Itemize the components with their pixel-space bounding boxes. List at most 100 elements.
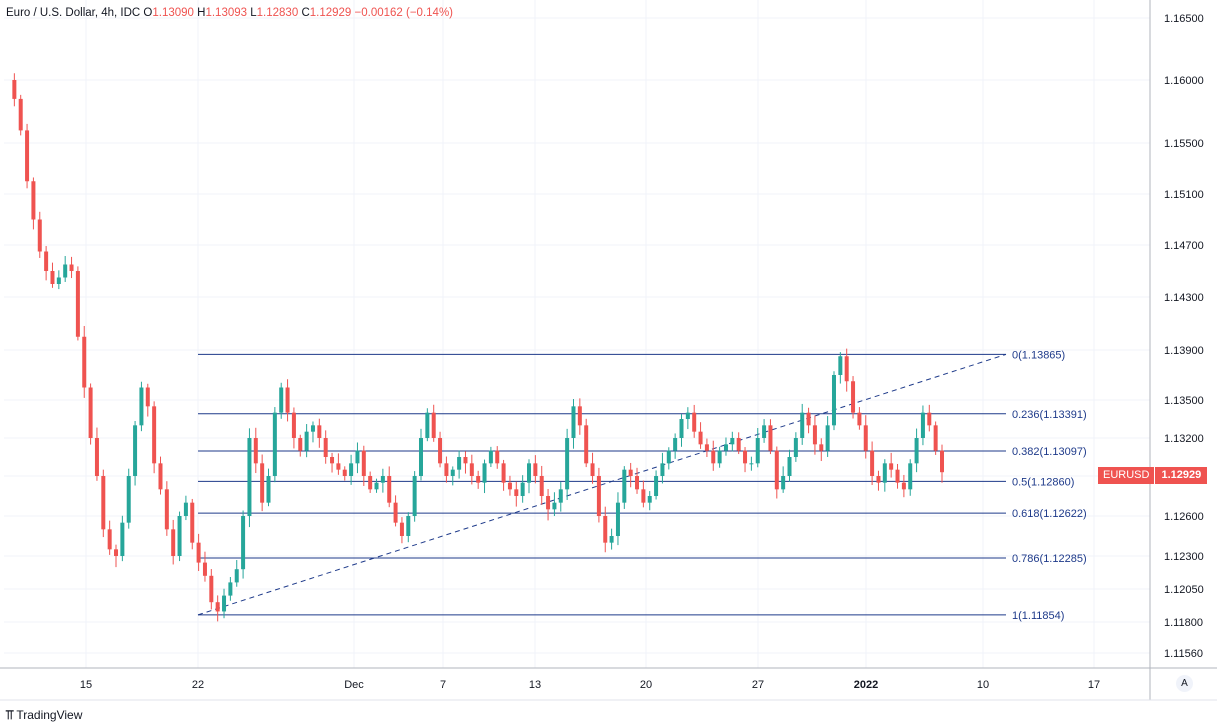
- candle-body: [851, 381, 856, 413]
- x-tick-label: 2022: [854, 679, 878, 691]
- candle-body: [940, 450, 944, 473]
- candle-body: [120, 522, 125, 556]
- candle-body: [374, 482, 379, 490]
- candle-body: [660, 463, 665, 476]
- candle-body: [831, 375, 836, 426]
- candle-body: [584, 425, 589, 464]
- candle-body: [755, 438, 760, 464]
- candle-body: [482, 463, 487, 483]
- candle-body: [285, 387, 290, 413]
- candle-body: [349, 463, 354, 476]
- candle-body: [196, 542, 201, 563]
- symbol-legend: Euro / U.S. Dollar, 4h, IDC O1.13090 H1.…: [6, 7, 453, 19]
- change-value: −0.00162 (−0.14%): [354, 7, 453, 19]
- candle-body: [101, 476, 106, 530]
- candles: [12, 73, 944, 622]
- candle-body: [298, 438, 303, 451]
- candle-body: [743, 450, 748, 464]
- y-tick-label: 1.13500: [1164, 395, 1204, 407]
- candle-body: [457, 457, 462, 470]
- candle-body: [247, 438, 252, 516]
- candle-body: [615, 502, 620, 536]
- candle-body: [260, 463, 265, 503]
- candle-body: [56, 277, 61, 284]
- candle-body: [749, 463, 754, 465]
- candle-body: [838, 356, 843, 375]
- candle-body: [882, 463, 887, 483]
- candle-body: [863, 425, 868, 451]
- fib-level-label: 0.618(1.12622): [1012, 508, 1087, 520]
- x-tick-label: 17: [1088, 679, 1100, 691]
- candle-body: [825, 425, 830, 451]
- auto-scale-button[interactable]: A: [1176, 675, 1193, 692]
- candle-body: [781, 476, 786, 490]
- high-value: 1.13093: [205, 7, 248, 19]
- high-label: H: [197, 7, 206, 19]
- last-price-tag: EURUSD 1.12929: [1098, 467, 1208, 484]
- x-tick-label: 10: [977, 679, 989, 691]
- y-tick-label: 1.16000: [1164, 75, 1204, 87]
- candle-body: [272, 412, 277, 476]
- dashed-trend-line[interactable]: [197, 353, 1007, 616]
- candle-body: [463, 457, 468, 464]
- candle-body: [793, 438, 798, 457]
- y-tick-label: 1.15500: [1164, 138, 1204, 150]
- candle-body: [241, 516, 246, 570]
- candle-body: [774, 450, 779, 490]
- candle-body: [647, 496, 652, 503]
- candle-body: [927, 412, 932, 426]
- fib-level-label: 1(1.11854): [1012, 610, 1064, 622]
- fib-level-label: 0.382(1.13097): [1012, 446, 1087, 458]
- candle-body: [635, 476, 640, 490]
- candle-body: [387, 476, 392, 503]
- trend-line[interactable]: [197, 353, 1007, 616]
- candle-body: [431, 412, 436, 438]
- candle-body: [63, 264, 68, 278]
- candle-body: [438, 438, 443, 464]
- x-tick-label: 13: [529, 679, 541, 691]
- y-tick-label: 1.11800: [1164, 617, 1203, 629]
- fib-level-label: 0(1.13865): [1012, 349, 1065, 361]
- candle-body: [577, 406, 582, 426]
- candle-body: [717, 450, 722, 464]
- candle-body: [901, 482, 906, 490]
- candle-body: [476, 476, 481, 483]
- y-tick-label: 1.15100: [1164, 189, 1204, 201]
- candle-body: [202, 562, 207, 576]
- candle-body: [399, 522, 404, 536]
- candle-body: [507, 482, 512, 490]
- candle-body: [94, 438, 99, 476]
- candle-body: [330, 457, 335, 464]
- candle-body: [164, 489, 169, 530]
- candle-body: [25, 130, 30, 182]
- candle-body: [704, 444, 709, 451]
- candle-body: [654, 476, 659, 496]
- candle-body: [698, 431, 703, 445]
- candle-body: [844, 356, 849, 382]
- candle-body: [31, 181, 36, 220]
- fibonacci-retracement[interactable]: 0(1.13865) 0.236(1.13391) 0.382(1.13097) 0.…: [198, 349, 1087, 622]
- tradingview-logo-icon: ⫪: [6, 707, 13, 722]
- candle-body: [75, 271, 80, 337]
- candle-body: [552, 502, 557, 510]
- candle-body: [673, 438, 678, 451]
- candle-body: [730, 438, 735, 445]
- candle-body: [44, 251, 49, 271]
- candle-body: [876, 476, 881, 483]
- tradingview-brand[interactable]: ⫪ TradingView: [6, 707, 82, 723]
- symbol-title: Euro / U.S. Dollar, 4h, IDC: [6, 7, 141, 19]
- candle-body: [107, 529, 112, 550]
- candle-body: [571, 406, 576, 438]
- candle-body: [819, 444, 824, 451]
- candle-body: [596, 476, 601, 516]
- candle-body: [723, 444, 728, 451]
- candle-body: [501, 463, 506, 483]
- candle-body: [539, 476, 544, 496]
- candle-body: [393, 502, 398, 523]
- candle-body: [692, 412, 697, 432]
- candle-body: [114, 549, 119, 556]
- x-tick-label: 7: [440, 679, 446, 691]
- candle-body: [736, 438, 741, 451]
- candle-body: [152, 406, 157, 464]
